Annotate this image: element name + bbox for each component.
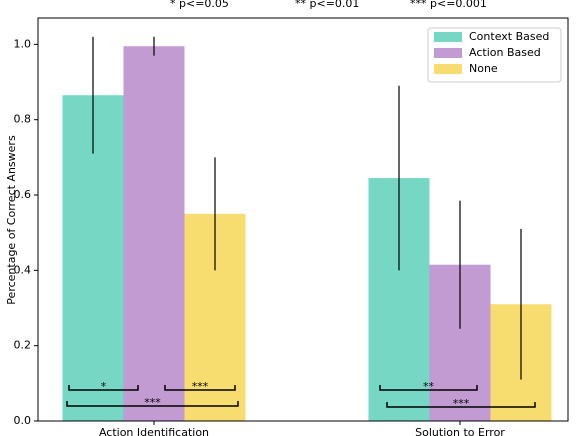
significance-bracket [68, 385, 139, 391]
p-value-note: * p<=0.05 [170, 0, 229, 10]
significance-label: *** [453, 397, 470, 410]
y-tick-label: 1.0 [14, 37, 32, 50]
y-tick-label: 0.2 [14, 339, 32, 352]
p-value-note: *** p<=0.001 [410, 0, 487, 10]
legend-swatch [434, 48, 462, 58]
significance-bracket [379, 385, 478, 391]
bar [123, 46, 185, 421]
significance-bracket [66, 401, 239, 407]
legend-label: Action Based [469, 46, 541, 59]
significance-bracket [164, 385, 236, 391]
y-axis-label: Percentage of Correct Answers [5, 135, 18, 305]
p-value-note: ** p<=0.01 [295, 0, 359, 10]
significance-label: *** [144, 396, 161, 409]
legend-label: None [469, 62, 498, 75]
y-tick-label: 0.0 [14, 414, 32, 427]
plot-frame [37, 17, 569, 422]
y-tick-label: 0.6 [14, 188, 32, 201]
y-tick-label: 0.4 [14, 263, 32, 276]
x-tick-label: Action Identification [99, 426, 209, 436]
legend-swatch [434, 32, 462, 42]
significance-label: *** [192, 380, 209, 393]
legend-label: Context Based [469, 30, 549, 43]
legend-swatch [434, 64, 462, 74]
significance-label: * [101, 380, 107, 393]
y-tick-label: 0.8 [14, 113, 32, 126]
significance-label: ** [423, 380, 435, 393]
significance-bracket [386, 402, 536, 408]
x-tick-label: Solution to Error [415, 426, 505, 436]
